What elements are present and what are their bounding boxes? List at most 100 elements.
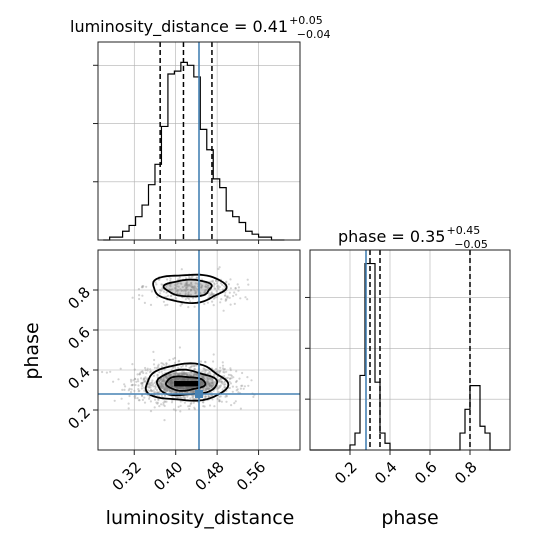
sample-point	[156, 365, 160, 368]
sample-point	[182, 372, 185, 375]
sample-point	[160, 387, 163, 390]
sample-point	[243, 385, 246, 388]
sample-point	[141, 286, 144, 289]
sample-point	[231, 390, 234, 393]
sample-point	[165, 400, 168, 403]
sample-point	[141, 395, 144, 398]
sample-point	[175, 285, 178, 288]
sample-point	[234, 287, 237, 290]
sample-point	[205, 282, 208, 286]
sample-point	[160, 362, 163, 365]
sample-point	[235, 380, 238, 384]
sample-point	[140, 382, 143, 385]
sample-point	[179, 410, 182, 413]
y-tick-label: 0.2	[64, 403, 94, 433]
sample-point	[149, 386, 152, 389]
sample-point	[189, 374, 192, 377]
sample-point	[195, 373, 198, 376]
sample-point	[180, 372, 183, 375]
sample-point	[160, 382, 163, 385]
sample-point	[178, 373, 181, 376]
sample-point	[227, 373, 230, 376]
sample-point	[206, 372, 209, 375]
sample-point	[185, 373, 188, 376]
sample-point	[166, 389, 169, 392]
sample-point	[192, 394, 195, 397]
sample-point	[208, 382, 211, 385]
sample-point	[162, 403, 165, 406]
sample-point	[246, 376, 249, 379]
sample-point	[203, 302, 206, 306]
sample-point	[230, 377, 233, 380]
sample-point	[216, 280, 220, 283]
sample-point	[141, 382, 144, 385]
sample-point	[218, 399, 221, 402]
sample-point	[185, 373, 189, 376]
sample-point	[194, 292, 197, 295]
sample-point	[172, 357, 175, 360]
sample-point	[211, 378, 214, 382]
sample-point	[240, 384, 243, 387]
sample-point	[218, 379, 221, 382]
sample-point	[171, 390, 174, 393]
sample-point	[208, 384, 211, 387]
sample-point	[170, 288, 173, 291]
sample-point	[207, 395, 210, 398]
sample-point	[210, 384, 213, 387]
sample-point	[250, 379, 253, 382]
sample-point	[189, 284, 192, 287]
sample-point	[185, 282, 188, 285]
sample-point	[229, 377, 232, 380]
sample-point	[206, 376, 209, 379]
sample-point	[174, 371, 178, 374]
sample-point	[141, 385, 144, 388]
sample-point	[202, 377, 205, 380]
sample-point	[182, 289, 185, 292]
sample-point	[150, 384, 153, 387]
sample-point	[190, 282, 193, 285]
sample-point	[154, 398, 157, 401]
sample-point	[223, 381, 226, 384]
sample-point	[230, 374, 233, 377]
sample-point	[152, 383, 155, 386]
sample-point	[181, 302, 184, 306]
sample-point	[149, 410, 153, 413]
sample-point	[152, 374, 156, 377]
sample-point	[212, 285, 215, 288]
sample-point	[210, 280, 213, 283]
sample-point	[188, 275, 191, 278]
sample-point	[208, 383, 211, 386]
sample-point	[150, 382, 153, 385]
sample-point	[239, 297, 242, 300]
scatter-contour-panel: 0.32 0.40 0.48 0.56 0.2 0.4 0.6 0.8	[64, 249, 301, 494]
sample-point	[131, 384, 134, 387]
sample-point	[188, 404, 191, 408]
sample-point	[138, 389, 141, 392]
sample-point	[133, 368, 136, 371]
sample-point	[239, 407, 242, 410]
sample-point	[193, 373, 196, 376]
sample-point	[165, 376, 168, 379]
sample-point	[207, 377, 210, 380]
sample-point	[201, 375, 204, 379]
sample-point	[213, 380, 217, 383]
sample-point	[229, 367, 232, 370]
sample-point	[136, 373, 139, 376]
sample-point	[221, 388, 224, 391]
sample-point	[142, 377, 145, 380]
sample-point	[188, 407, 191, 411]
sample-point	[203, 405, 206, 408]
sample-point	[229, 278, 232, 281]
sample-point	[136, 378, 139, 381]
sample-point	[121, 388, 124, 391]
sample-point	[246, 298, 249, 301]
sample-point	[218, 384, 221, 388]
sample-point	[218, 370, 221, 373]
sample-point	[235, 370, 238, 373]
sample-point	[193, 406, 196, 409]
sample-point	[141, 383, 144, 386]
sample-point	[190, 365, 193, 368]
sample-point	[234, 400, 237, 403]
sample-point	[185, 284, 188, 287]
sample-point	[223, 386, 226, 389]
